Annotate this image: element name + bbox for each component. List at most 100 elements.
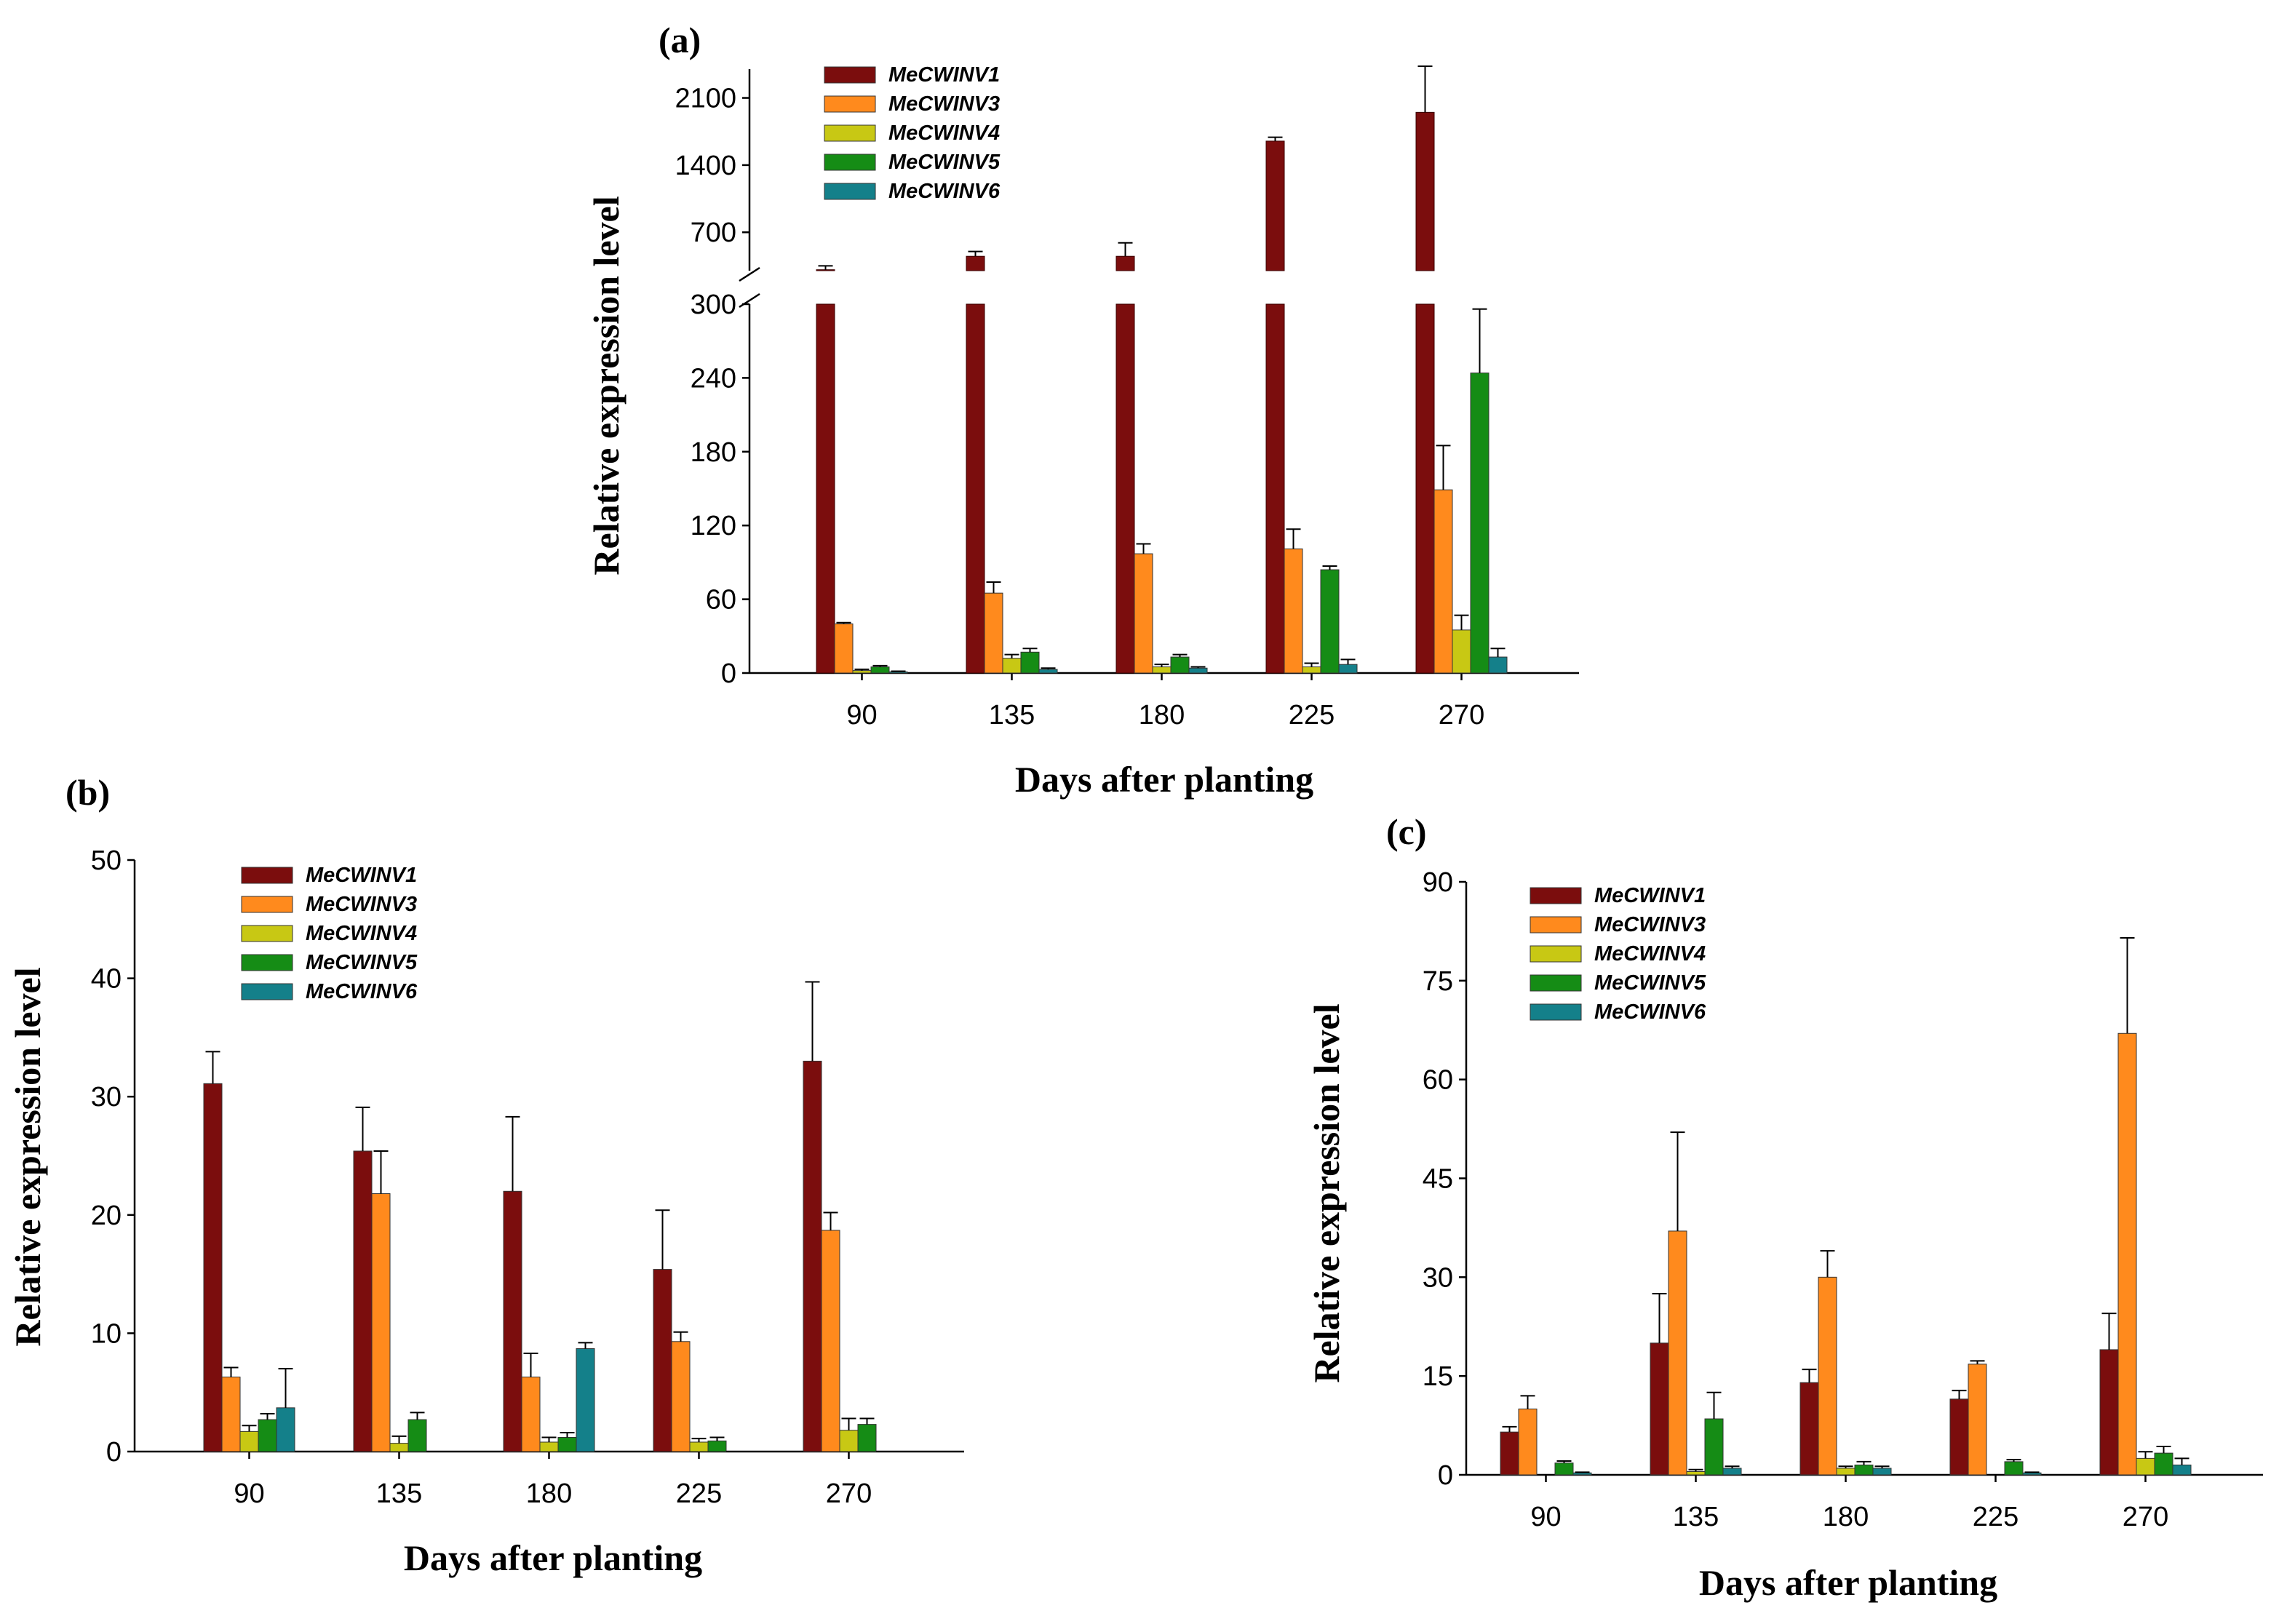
bar-MeCWINV3-270 xyxy=(2117,1032,2137,1476)
x-tick-label: 270 xyxy=(1439,700,1484,731)
x-tick-label: 270 xyxy=(826,1478,872,1509)
y-tick-label: 30 xyxy=(1423,1262,1453,1293)
bar-MeCWINV4-90 xyxy=(239,1430,259,1452)
legend-swatch-MeCWINV6 xyxy=(1530,1003,1582,1021)
x-tick-label: 225 xyxy=(676,1478,722,1509)
bar-MeCWINV3-270 xyxy=(821,1230,840,1452)
bar-MeCWINV5-90 xyxy=(1554,1462,1574,1476)
y-tick-label: 20 xyxy=(91,1201,122,1231)
panel-label-a: (a) xyxy=(659,20,701,60)
x-axis-title: Days after planting xyxy=(404,1537,702,1578)
bar-MeCWINV6-135 xyxy=(1722,1468,1742,1476)
axis-break-mark xyxy=(739,266,760,282)
bar-MeCWINV1-135 xyxy=(966,303,985,674)
legend-swatch-MeCWINV3 xyxy=(1530,916,1582,934)
bar-MeCWINV5-180 xyxy=(1854,1464,1874,1476)
bar-MeCWINV3-180 xyxy=(521,1377,541,1452)
x-tick-label: 270 xyxy=(2123,1502,2168,1532)
legend-label-MeCWINV1: MeCWINV1 xyxy=(1594,884,1706,907)
bar-MeCWINV6-180 xyxy=(1188,667,1208,674)
y-tick-label: 0 xyxy=(106,1437,122,1468)
bar-MeCWINV6-135 xyxy=(1038,669,1058,674)
legend-label-MeCWINV6: MeCWINV6 xyxy=(1594,1000,1706,1024)
legend-label-MeCWINV3: MeCWINV3 xyxy=(1594,913,1706,936)
bar-MeCWINV3-180 xyxy=(1134,553,1153,674)
y-tick-label: 50 xyxy=(91,845,122,876)
bar-MeCWINV5-225 xyxy=(1320,569,1340,674)
bar-MeCWINV3-90 xyxy=(221,1377,241,1452)
bar-MeCWINV3-135 xyxy=(371,1193,391,1452)
legend-label-MeCWINV1: MeCWINV1 xyxy=(306,864,417,887)
legend-swatch-MeCWINV5 xyxy=(824,154,876,171)
bar-MeCWINV6-180 xyxy=(576,1348,595,1452)
bar-MeCWINV6-270 xyxy=(2172,1464,2192,1476)
bar-MeCWINV6-225 xyxy=(1338,664,1358,674)
bar-MeCWINV1-180 xyxy=(1115,255,1135,271)
bar-MeCWINV6-90 xyxy=(276,1407,295,1452)
bar-MeCWINV5-180 xyxy=(1170,656,1190,674)
bar-MeCWINV1-225 xyxy=(653,1269,672,1452)
bar-MeCWINV1-180 xyxy=(1115,303,1135,674)
bar-MeCWINV1-225 xyxy=(1265,303,1285,674)
y-tick-label: 30 xyxy=(91,1082,122,1112)
bar-MeCWINV1-270 xyxy=(2099,1349,2119,1476)
bar-MeCWINV4-270 xyxy=(1452,629,1471,674)
x-tick-label: 135 xyxy=(989,700,1035,731)
x-tick-label: 180 xyxy=(526,1478,572,1509)
bar-MeCWINV3-225 xyxy=(1284,548,1303,674)
panel-label-c: (c) xyxy=(1386,811,1427,852)
y-tick-label: 0 xyxy=(721,658,736,689)
bar-MeCWINV1-225 xyxy=(1265,140,1285,271)
x-tick-label: 135 xyxy=(1673,1502,1719,1532)
y-tick-label: 75 xyxy=(1423,966,1453,997)
bar-MeCWINV5-270 xyxy=(2154,1452,2173,1476)
bar-MeCWINV1-90 xyxy=(203,1083,223,1452)
bar-MeCWINV5-135 xyxy=(1704,1418,1724,1476)
bar-MeCWINV4-90 xyxy=(852,670,872,674)
y-axis-title: Relative expression level xyxy=(7,967,48,1346)
y-tick-label: 700 xyxy=(691,218,736,248)
bar-MeCWINV1-180 xyxy=(1799,1382,1819,1476)
bar-MeCWINV3-135 xyxy=(984,592,1003,674)
y-tick-label: 90 xyxy=(1423,867,1453,898)
legend-swatch-MeCWINV5 xyxy=(1530,974,1582,992)
bar-MeCWINV5-135 xyxy=(407,1419,427,1452)
bar-MeCWINV4-180 xyxy=(539,1441,559,1452)
legend-label-MeCWINV4: MeCWINV4 xyxy=(888,122,1000,145)
bar-MeCWINV3-225 xyxy=(671,1341,691,1452)
y-axis-title: Relative expression level xyxy=(586,196,627,575)
y-tick-label: 10 xyxy=(91,1318,122,1349)
y-axis-title: Relative expression level xyxy=(1306,1003,1347,1382)
x-tick-label: 90 xyxy=(234,1478,264,1509)
bar-MeCWINV4-180 xyxy=(1152,666,1172,674)
y-tick-label: 60 xyxy=(1423,1065,1453,1096)
bar-MeCWINV5-225 xyxy=(2004,1461,2024,1476)
bar-MeCWINV1-135 xyxy=(966,255,985,271)
x-tick-label: 180 xyxy=(1823,1502,1869,1532)
bar-MeCWINV1-90 xyxy=(1500,1431,1519,1476)
x-axis-title: Days after planting xyxy=(1015,759,1313,800)
y-tick-label: 300 xyxy=(691,290,736,320)
bar-MeCWINV6-90 xyxy=(888,671,908,674)
panel-label-b: (b) xyxy=(65,772,110,813)
y-tick-label: 120 xyxy=(691,511,736,541)
bar-MeCWINV5-135 xyxy=(1020,651,1040,674)
bar-MeCWINV6-270 xyxy=(1488,656,1508,674)
bar-MeCWINV1-135 xyxy=(353,1150,373,1452)
legend-swatch-MeCWINV4 xyxy=(1530,945,1582,963)
x-tick-label: 225 xyxy=(1973,1502,2019,1532)
bar-MeCWINV4-225 xyxy=(1302,666,1321,674)
bar-MeCWINV5-270 xyxy=(857,1424,877,1452)
bar-MeCWINV3-90 xyxy=(834,623,854,674)
bar-MeCWINV4-135 xyxy=(1002,658,1022,674)
legend-label-MeCWINV4: MeCWINV4 xyxy=(1594,942,1706,966)
legend-swatch-MeCWINV3 xyxy=(241,896,293,913)
legend-label-MeCWINV4: MeCWINV4 xyxy=(306,922,417,945)
chart-panel-c: (c) 0 15 30 45 60 75 90 90 135 180 225 270 MeCWINV1 Me… xyxy=(1306,811,2263,1603)
legend-label-MeCWINV6: MeCWINV6 xyxy=(888,180,1001,203)
y-tick-label: 180 xyxy=(691,437,736,468)
bar-MeCWINV5-90 xyxy=(870,666,890,674)
bar-MeCWINV3-180 xyxy=(1818,1276,1837,1476)
y-tick-label: 0 xyxy=(1438,1460,1453,1491)
chart-panel-b: (b) 0 10 20 30 40 50 90 135 180 225 270 MeCWINV1 MeCW… xyxy=(7,772,964,1578)
